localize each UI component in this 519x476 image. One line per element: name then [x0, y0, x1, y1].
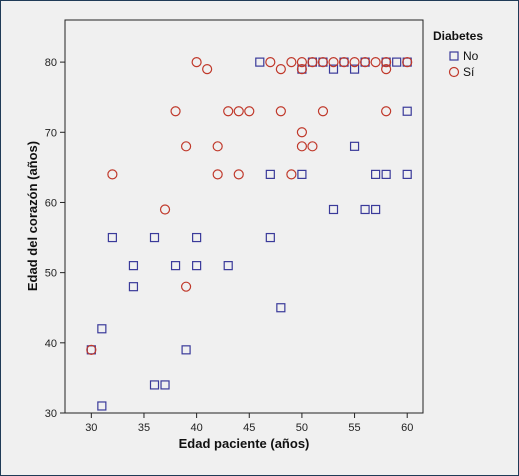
data-point-si: [180, 281, 192, 292]
legend-title: Diabetes: [433, 29, 483, 43]
x-tick-label: 55: [348, 422, 360, 434]
y-tick-label: 30: [45, 408, 57, 420]
x-tick-label: 35: [138, 422, 150, 434]
plot-area: [64, 19, 424, 414]
data-point-no: [297, 169, 307, 179]
data-point-no: [160, 380, 170, 390]
data-point-si: [370, 57, 381, 68]
data-point-si: [180, 141, 192, 152]
data-point-no: [181, 345, 191, 355]
x-tick-label: 50: [296, 422, 308, 434]
data-point-no: [192, 232, 202, 243]
data-point-si: [159, 204, 171, 215]
legend-marker-si: [448, 66, 460, 78]
y-tick-label: 60: [45, 197, 57, 209]
data-point-no: [349, 64, 360, 74]
data-point-si: [170, 106, 181, 117]
data-point-si: [381, 64, 392, 75]
data-point-si: [223, 106, 234, 117]
data-point-si: [338, 57, 350, 68]
data-point-si: [286, 57, 297, 68]
y-axis-title: Edad del corazón (años): [25, 141, 40, 291]
y-tick-label: 40: [45, 338, 57, 350]
data-point-no: [265, 232, 275, 243]
data-point-si: [86, 344, 97, 355]
data-point-no: [107, 232, 117, 243]
data-point-si: [307, 57, 318, 68]
x-axis-title: Edad paciente (años): [179, 436, 310, 451]
data-point-no: [392, 57, 402, 67]
data-point-si: [328, 57, 339, 68]
y-tick-label: 80: [45, 57, 57, 69]
data-point-si: [296, 57, 308, 68]
data-point-no: [328, 64, 339, 74]
data-point-no: [255, 57, 265, 67]
x-tick-label: 60: [401, 422, 413, 434]
data-point-si: [359, 57, 371, 68]
data-point-no: [170, 261, 181, 271]
data-point-no: [328, 204, 339, 215]
data-point-si: [296, 141, 308, 152]
data-point-si: [244, 106, 255, 117]
data-point-no: [349, 141, 360, 151]
data-point-si: [402, 57, 413, 68]
data-point-si: [349, 57, 360, 68]
legend: Diabetes No Sí: [433, 29, 483, 79]
data-point-si: [307, 141, 318, 152]
data-point-si: [286, 169, 297, 180]
data-point-no: [402, 106, 412, 116]
data-point-no: [128, 261, 139, 271]
data-point-no: [128, 282, 139, 292]
data-point-no: [371, 204, 381, 215]
legend-label-no: No: [463, 49, 479, 63]
data-point-si: [275, 64, 286, 75]
data-point-si: [233, 106, 244, 117]
data-point-si: [107, 169, 118, 180]
x-tick-label: 40: [190, 422, 202, 434]
data-point-no: [265, 169, 275, 179]
x-tick-label: 30: [85, 422, 97, 434]
x-axis: 30 35 40 45 50 55 60: [85, 413, 413, 434]
data-point-no: [381, 169, 391, 179]
data-point-si: [233, 169, 244, 180]
y-tick-label: 50: [45, 268, 57, 280]
data-point-no: [97, 401, 107, 411]
data-point-si: [191, 57, 202, 68]
data-point-si: [317, 106, 329, 117]
data-points: [86, 57, 413, 411]
data-point-no: [149, 232, 160, 243]
data-point-no: [276, 303, 286, 313]
data-point-si: [265, 57, 276, 68]
y-axis: 30 40 50 60 70 80: [45, 57, 65, 420]
data-point-no: [223, 261, 233, 271]
data-point-si: [381, 106, 392, 117]
data-point-no: [360, 204, 370, 215]
data-point-no: [149, 380, 160, 390]
data-point-si: [296, 64, 308, 75]
y-tick-label: 70: [45, 127, 57, 139]
data-point-si: [317, 57, 329, 68]
data-point-si: [296, 127, 308, 138]
data-point-si: [212, 169, 223, 180]
data-point-no: [402, 169, 412, 179]
data-point-si: [381, 57, 392, 68]
x-tick-label: 45: [243, 422, 255, 434]
data-point-no: [371, 169, 381, 179]
data-point-no: [192, 261, 202, 271]
legend-label-si: Sí: [463, 65, 475, 79]
data-point-si: [275, 106, 286, 117]
data-point-si: [212, 141, 223, 152]
data-point-no: [97, 324, 107, 334]
data-point-si: [202, 64, 213, 75]
legend-marker-no: [449, 51, 459, 61]
